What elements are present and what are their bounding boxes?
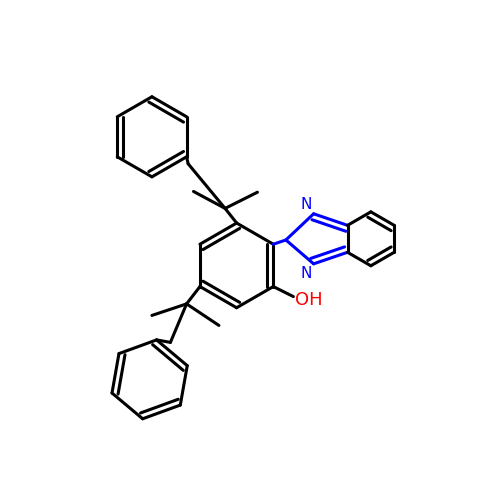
Text: OH: OH [295,291,322,309]
Text: N: N [300,265,312,281]
Text: N: N [300,197,312,212]
